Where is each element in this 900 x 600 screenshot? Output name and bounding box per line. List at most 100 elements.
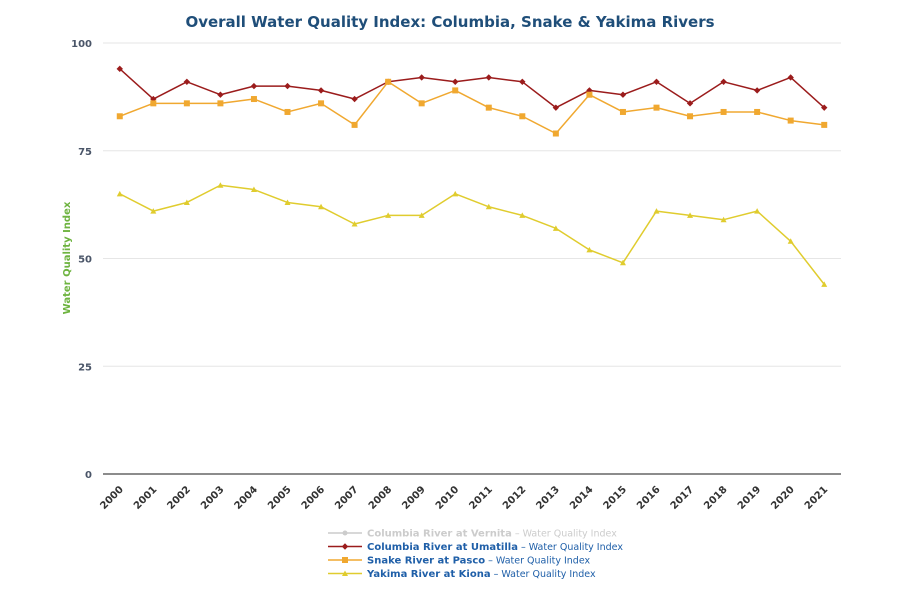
data-point[interactable] — [586, 91, 593, 98]
data-point[interactable] — [619, 259, 626, 266]
data-point[interactable] — [619, 108, 626, 115]
data-point[interactable] — [653, 104, 660, 111]
data-point[interactable] — [418, 212, 425, 218]
data-point[interactable] — [385, 78, 392, 85]
data-point[interactable] — [619, 91, 627, 98]
data-point[interactable] — [418, 100, 425, 107]
data-point[interactable] — [351, 221, 358, 227]
data-point[interactable] — [485, 104, 492, 111]
x-tick-label: 2015 — [602, 484, 629, 511]
data-point[interactable] — [284, 82, 291, 90]
x-tick-label: 2020 — [769, 484, 796, 511]
x-tick-label: 2006 — [300, 484, 327, 511]
legend: Columbia River at Vernita – Water Qualit… — [328, 529, 623, 580]
data-point[interactable] — [183, 78, 191, 85]
x-tick-label: 2016 — [635, 484, 662, 511]
legend-item[interactable]: Yakima River at Kiona – Water Quality In… — [328, 569, 596, 580]
data-point[interactable] — [687, 113, 694, 120]
x-tick-label: 2005 — [266, 484, 293, 511]
data-point[interactable] — [183, 199, 190, 205]
data-point[interactable] — [821, 104, 828, 111]
data-point[interactable] — [317, 87, 325, 94]
legend-label: Snake River at Pasco – Water Quality Ind… — [367, 556, 591, 567]
data-point[interactable] — [116, 65, 123, 73]
data-point[interactable] — [519, 78, 526, 85]
legend-series-name: Snake River at Pasco — [367, 556, 485, 567]
data-point[interactable] — [485, 74, 492, 81]
legend-series-suffix: – Water Quality Index — [491, 569, 596, 580]
legend-marker-icon — [342, 530, 348, 536]
data-point[interactable] — [720, 216, 727, 223]
legend-series-suffix: – Water Quality Index — [518, 542, 623, 553]
data-point[interactable] — [116, 190, 123, 197]
data-point[interactable] — [720, 108, 727, 115]
data-point[interactable] — [821, 121, 828, 128]
data-point[interactable] — [687, 212, 694, 218]
legend-marker-icon — [342, 570, 348, 576]
data-point[interactable] — [116, 113, 123, 120]
data-point[interactable] — [754, 108, 761, 115]
data-point[interactable] — [183, 100, 190, 107]
data-point[interactable] — [787, 238, 794, 244]
data-point[interactable] — [519, 113, 526, 120]
y-tick-label: 0 — [85, 470, 92, 481]
legend-marker-icon — [341, 543, 349, 550]
data-point[interactable] — [418, 74, 425, 81]
data-point[interactable] — [519, 212, 526, 218]
series-columbia-river-at-umatilla — [116, 65, 828, 111]
data-point[interactable] — [452, 87, 459, 94]
data-point[interactable] — [351, 121, 358, 128]
data-point[interactable] — [284, 108, 291, 115]
data-point[interactable] — [787, 117, 794, 124]
data-point[interactable] — [150, 208, 157, 214]
legend-series-name: Yakima River at Kiona — [366, 569, 491, 580]
data-point[interactable] — [217, 100, 224, 107]
x-tick-label: 2012 — [501, 484, 528, 511]
series-snake-river-at-pasco — [116, 78, 828, 137]
data-point[interactable] — [686, 100, 694, 107]
data-point[interactable] — [485, 203, 492, 210]
x-tick-label: 2007 — [333, 484, 360, 511]
data-point[interactable] — [754, 208, 761, 214]
x-tick-label: 2003 — [199, 484, 226, 511]
x-tick-label: 2021 — [803, 484, 830, 511]
data-point[interactable] — [351, 95, 358, 103]
data-point[interactable] — [586, 246, 593, 253]
data-point[interactable] — [552, 225, 559, 231]
y-tick-label: 75 — [78, 147, 92, 158]
data-point[interactable] — [217, 182, 224, 188]
series-line — [119, 68, 825, 109]
data-point[interactable] — [452, 190, 459, 197]
data-point[interactable] — [787, 74, 794, 81]
legend-item[interactable]: Snake River at Pasco – Water Quality Ind… — [328, 556, 591, 567]
data-point[interactable] — [250, 186, 257, 193]
legend-series-name: Columbia River at Umatilla — [367, 542, 518, 553]
x-tick-label: 2001 — [132, 484, 159, 511]
data-point[interactable] — [318, 100, 325, 107]
data-point[interactable] — [318, 203, 325, 210]
x-tick-label: 2019 — [736, 484, 763, 511]
data-point[interactable] — [821, 281, 828, 287]
data-point[interactable] — [720, 78, 727, 85]
data-point[interactable] — [217, 91, 224, 98]
data-point[interactable] — [284, 199, 291, 205]
legend-label: Columbia River at Umatilla – Water Quali… — [367, 542, 623, 553]
data-point[interactable] — [452, 78, 459, 85]
data-point[interactable] — [552, 104, 560, 111]
data-point[interactable] — [653, 208, 660, 214]
data-point[interactable] — [150, 100, 157, 107]
data-point[interactable] — [250, 96, 257, 103]
data-point[interactable] — [653, 78, 660, 85]
data-point[interactable] — [753, 87, 761, 94]
series-line — [119, 81, 825, 135]
x-tick-label: 2010 — [434, 484, 461, 511]
legend-item[interactable]: Columbia River at Umatilla – Water Quali… — [328, 542, 623, 553]
legend-series-name: Columbia River at Vernita — [367, 529, 512, 540]
x-tick-label: 2000 — [98, 484, 125, 511]
data-point[interactable] — [552, 130, 559, 137]
data-point[interactable] — [250, 82, 258, 90]
series-line — [119, 184, 825, 285]
x-tick-label: 2017 — [669, 484, 696, 511]
data-point[interactable] — [385, 212, 392, 218]
legend-item[interactable]: Columbia River at Vernita – Water Qualit… — [328, 529, 617, 540]
